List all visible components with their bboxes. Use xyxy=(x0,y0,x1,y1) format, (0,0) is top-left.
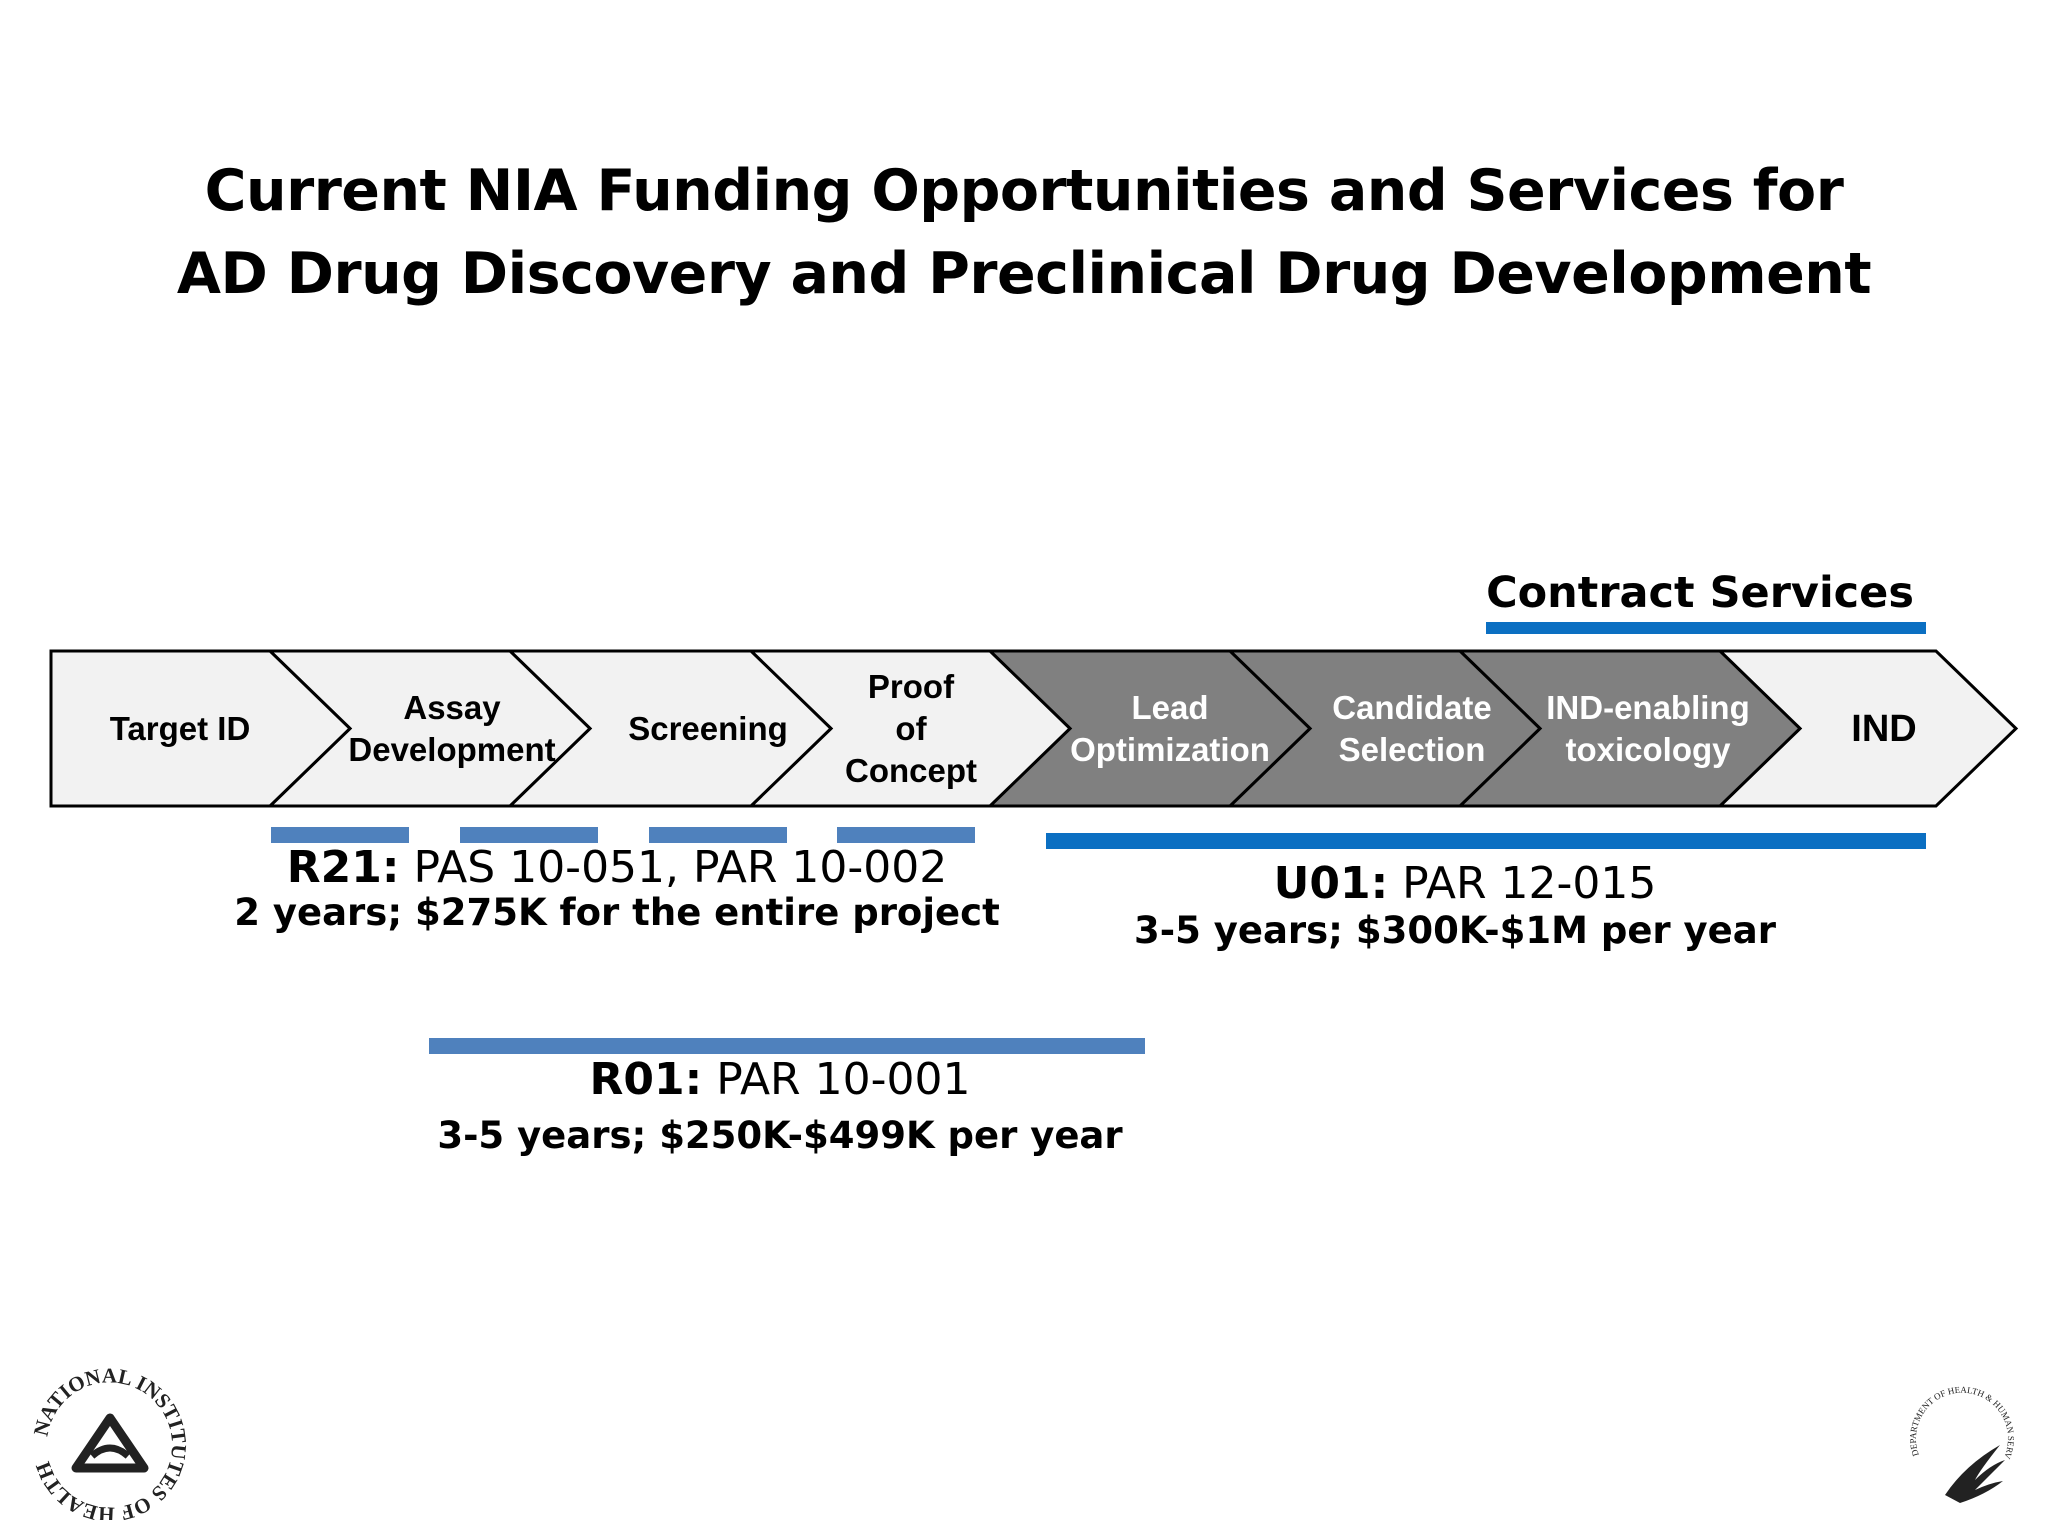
stage-label-line: Screening xyxy=(628,709,788,747)
hhs-logo: DEPARTMENT OF HEALTH & HUMAN SERVICES US… xyxy=(1905,1385,2015,1503)
nih-logo-text: NATIONAL INSTITUTES OF HEALTH xyxy=(29,1363,192,1520)
nih-logo: NATIONAL INSTITUTES OF HEALTH xyxy=(29,1363,192,1520)
stage-label-line: toxicology xyxy=(1565,730,1731,768)
contract-services-label: Contract Services xyxy=(1486,568,1914,618)
stage-label-assay-development: Assay Development xyxy=(348,687,555,771)
stage-label-candidate-selection: Candidate Selection xyxy=(1332,687,1492,771)
stage-label-line: Candidate xyxy=(1332,688,1492,726)
r21-bar-screening xyxy=(460,827,598,843)
r01-bar xyxy=(429,1038,1145,1054)
r21-bar-hit xyxy=(649,827,787,843)
stage-label-line: IND xyxy=(1851,707,1917,750)
r01-announcement: R01: PAR 10-001 xyxy=(590,1054,971,1106)
stage-label-line: Concept xyxy=(845,751,977,789)
stage-label-line: IND-enabling xyxy=(1546,688,1750,726)
stage-label-line: Selection xyxy=(1338,730,1486,768)
stage-label-line: Optimization xyxy=(1070,730,1270,768)
stage-label-line: Development xyxy=(348,730,556,768)
stage-label-screening: Screening xyxy=(628,708,788,750)
u01-terms: 3-5 years; $300K-$1M per year xyxy=(1134,909,1776,952)
r21-number: PAS 10-051, PAR 10-002 xyxy=(399,842,948,893)
r21-bar-proof xyxy=(837,827,975,843)
r21-terms: 2 years; $275K for the entire project xyxy=(234,891,1000,934)
stage-label-line: Proof xyxy=(867,667,955,705)
stage-label-line: Target ID xyxy=(109,709,251,747)
r21-bar-assay xyxy=(271,827,409,843)
u01-code: U01: xyxy=(1273,858,1389,909)
stage-label-lead-optimization: Lead Optimization xyxy=(1070,687,1270,771)
contract-services-bar xyxy=(1486,622,1926,634)
r21-code: R21: xyxy=(286,842,400,893)
stage-label-ind-enabling-toxicology: IND-enabling toxicology xyxy=(1546,687,1750,771)
r01-number: PAR 10-001 xyxy=(702,1054,971,1105)
stage-label-line: Assay xyxy=(403,688,501,726)
page-title: Current NIA Funding Opportunities and Se… xyxy=(0,150,2048,316)
stage-label-line: of xyxy=(895,709,927,747)
eagle-icon xyxy=(1945,1445,2005,1503)
stage-label-proof-of-concept: Proof of Concept xyxy=(845,666,977,792)
stage-chevron-target-id xyxy=(49,649,353,808)
r01-terms: 3-5 years; $250K-$499K per year xyxy=(437,1114,1123,1157)
stage-label-target-id: Target ID xyxy=(110,708,251,750)
hhs-logo-text: DEPARTMENT OF HEALTH & HUMAN SERVICES US… xyxy=(1905,1385,2015,1461)
title-line-1: Current NIA Funding Opportunities and Se… xyxy=(204,158,1844,224)
title-line-2: AD Drug Discovery and Preclinical Drug D… xyxy=(176,241,1872,307)
r01-code: R01: xyxy=(589,1054,703,1105)
stage-label-ind: IND xyxy=(1851,708,1916,750)
u01-announcement: U01: PAR 12-015 xyxy=(1274,858,1657,910)
stage-label-line: Lead xyxy=(1131,688,1209,726)
u01-number: PAR 12-015 xyxy=(1388,858,1657,909)
r21-announcement: R21: PAS 10-051, PAR 10-002 xyxy=(287,842,947,894)
u01-bar xyxy=(1046,833,1926,849)
